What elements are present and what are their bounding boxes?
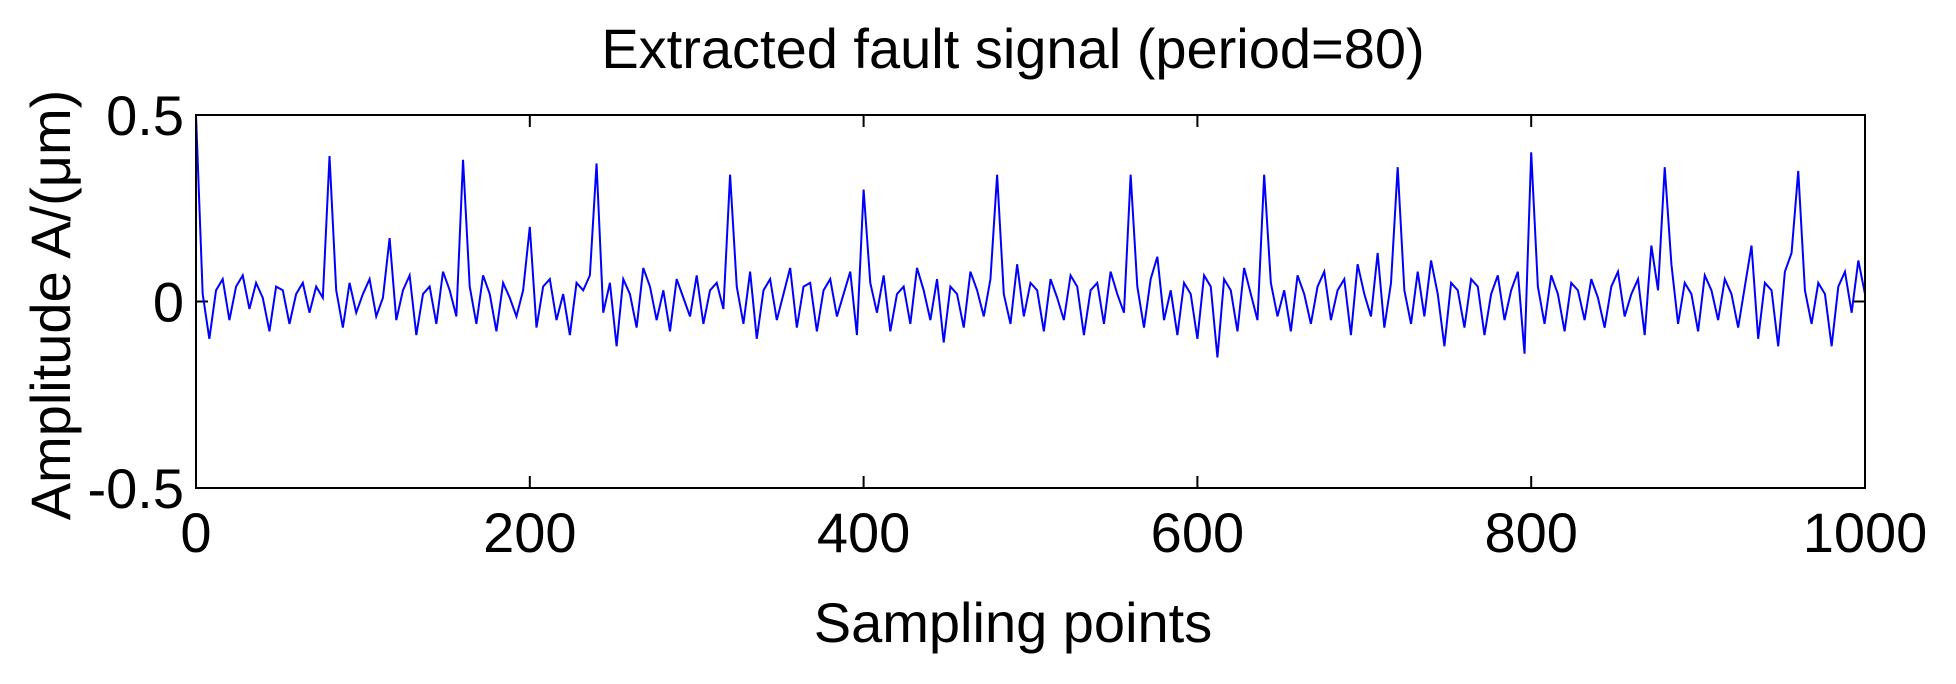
y-tick-label: -0.5 [88, 457, 185, 520]
x-tick-label: 1000 [1803, 501, 1928, 564]
x-tick-label: 400 [817, 501, 910, 564]
y-tick-label: 0.5 [106, 84, 184, 147]
x-tick-label: 600 [1151, 501, 1244, 564]
signal-line [195, 114, 1866, 358]
x-tick-label: 200 [483, 501, 576, 564]
x-tick-label: 800 [1484, 501, 1577, 564]
y-axis-label: Amplitude A/(μm) [19, 90, 82, 521]
x-tick-label: 0 [180, 501, 211, 564]
y-tick-label: 0 [153, 271, 184, 334]
plot-frame [195, 114, 1866, 489]
x-axis-label: Sampling points [814, 591, 1212, 654]
chart-title: Extracted fault signal (period=80) [601, 17, 1424, 80]
